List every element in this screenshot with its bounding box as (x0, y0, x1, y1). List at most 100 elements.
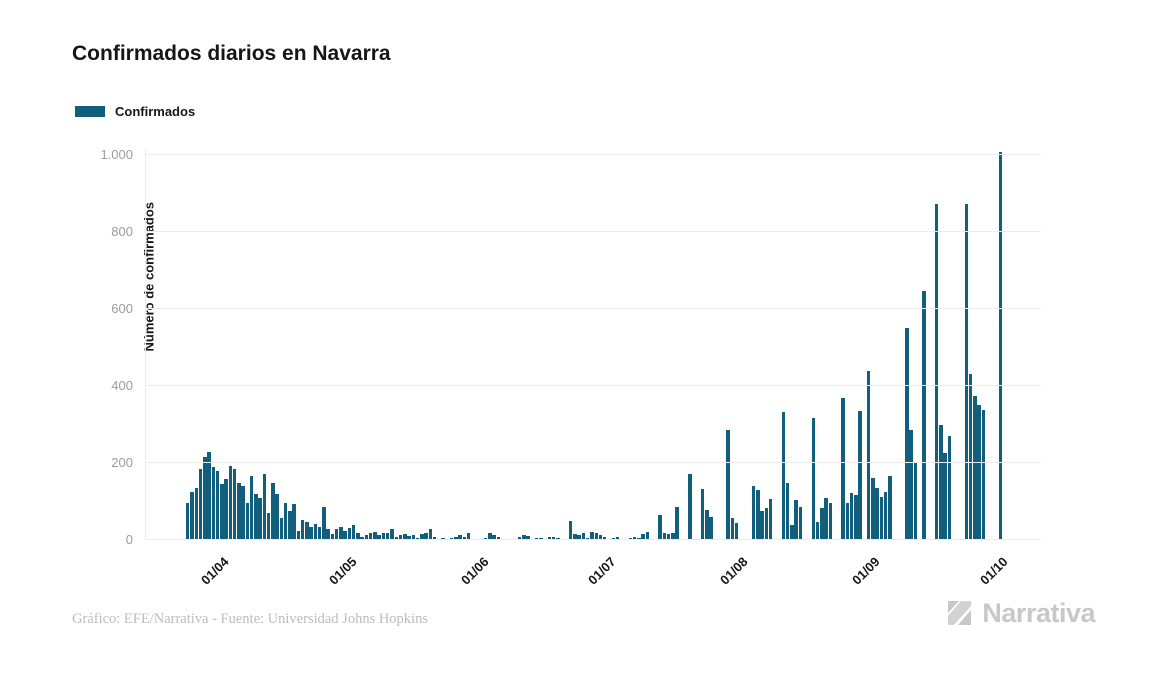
y-tick-label: 200 (111, 455, 133, 470)
bar (428, 529, 433, 540)
bar (688, 473, 692, 540)
bar (854, 495, 858, 540)
legend-label: Confirmados (115, 104, 196, 119)
bars-container (186, 148, 1003, 540)
bar (632, 536, 637, 540)
bar (241, 486, 245, 540)
bar (356, 532, 360, 540)
bar (458, 535, 462, 540)
bar (568, 520, 573, 540)
bar (615, 536, 620, 540)
bar (309, 527, 313, 540)
bar (411, 535, 415, 540)
bar (262, 474, 267, 540)
bar (577, 535, 581, 540)
bar (424, 533, 428, 540)
bar (751, 486, 756, 540)
bar (488, 533, 492, 540)
bar (973, 396, 977, 540)
y-tick-label: 1.000 (100, 147, 133, 162)
bar (811, 418, 815, 540)
bar (883, 491, 888, 540)
bar (385, 532, 390, 540)
bar (462, 536, 467, 540)
x-tick-label: 01/09 (849, 554, 883, 588)
bar (228, 465, 233, 540)
bar (377, 535, 381, 540)
bar (317, 526, 322, 540)
bar (981, 410, 986, 540)
bar (249, 476, 254, 540)
bar (726, 429, 730, 540)
bar (266, 512, 271, 540)
bar (330, 534, 335, 540)
gridline-200 (146, 462, 1041, 463)
bar (798, 506, 803, 540)
x-tick-label: 01/04 (198, 554, 232, 588)
narrativa-logo: Narrativa (948, 598, 1095, 629)
bar (194, 488, 198, 540)
bar (675, 506, 679, 540)
bar (666, 533, 671, 540)
bar (709, 517, 713, 540)
bar (671, 532, 675, 540)
bar (207, 451, 211, 540)
y-tick-label: 0 (125, 532, 133, 547)
x-tick-label: 01/07 (585, 554, 619, 588)
x-tick-label: 01/06 (457, 554, 492, 588)
bar (794, 500, 798, 540)
bar (939, 424, 943, 540)
gridline-0 (146, 539, 1041, 540)
bar (203, 457, 207, 540)
bar (347, 528, 352, 540)
bar (224, 479, 228, 540)
bar (598, 535, 603, 540)
bar (756, 489, 760, 540)
bar (905, 327, 909, 540)
bar (594, 533, 598, 540)
bar (432, 536, 437, 540)
legend-swatch (75, 106, 105, 117)
bar (820, 507, 824, 540)
bar (305, 521, 309, 540)
bar (815, 521, 820, 540)
bar (998, 152, 1003, 540)
bar (254, 494, 258, 540)
bar (611, 537, 615, 540)
bar (977, 405, 981, 540)
bar (381, 533, 386, 540)
bar (339, 526, 343, 540)
bar (934, 204, 939, 540)
bar (858, 411, 862, 540)
bar (968, 374, 973, 540)
bar (871, 478, 875, 540)
bar (441, 537, 445, 540)
bar (700, 489, 705, 540)
bar (326, 529, 330, 540)
bar (785, 483, 790, 540)
bar (292, 504, 296, 540)
bar (279, 517, 284, 540)
bar (368, 532, 373, 540)
bar (334, 529, 339, 540)
bar (888, 476, 892, 540)
bar (492, 535, 496, 540)
bar (420, 534, 424, 540)
bar (637, 537, 641, 540)
bar (730, 518, 735, 540)
bar (768, 498, 773, 540)
bar (198, 468, 203, 540)
bar (407, 535, 411, 540)
bar (398, 535, 403, 540)
legend: Confirmados (75, 104, 195, 119)
bar (764, 507, 769, 540)
bar (628, 537, 633, 540)
bar (875, 488, 879, 540)
bar (547, 536, 552, 540)
bar (190, 491, 194, 540)
bar (283, 502, 288, 540)
bar (232, 469, 237, 540)
bar (394, 536, 398, 540)
bar (658, 515, 662, 540)
